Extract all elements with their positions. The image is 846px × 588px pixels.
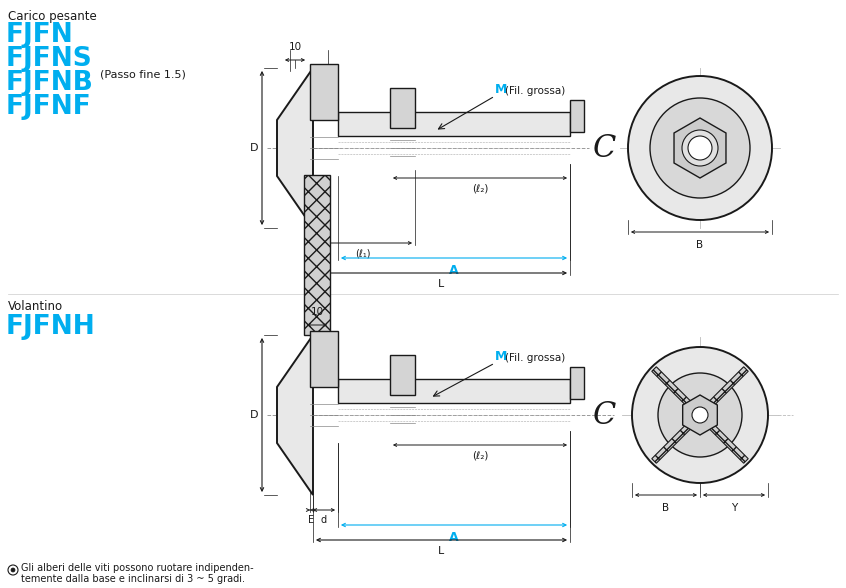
Text: C: C bbox=[593, 399, 617, 430]
Circle shape bbox=[692, 407, 708, 423]
Text: D: D bbox=[250, 143, 258, 153]
Polygon shape bbox=[698, 413, 748, 463]
Polygon shape bbox=[651, 413, 702, 463]
Text: L: L bbox=[438, 279, 445, 289]
Text: 10: 10 bbox=[288, 42, 301, 52]
Text: 10: 10 bbox=[310, 307, 323, 317]
Text: D: D bbox=[250, 410, 258, 420]
Text: (Passo fine 1.5): (Passo fine 1.5) bbox=[100, 69, 186, 79]
Text: FJFNH: FJFNH bbox=[6, 314, 96, 340]
Polygon shape bbox=[277, 68, 313, 228]
Text: (ℓ₁): (ℓ₁) bbox=[354, 248, 371, 258]
Text: FJFN: FJFN bbox=[6, 22, 74, 48]
Polygon shape bbox=[698, 367, 748, 417]
Polygon shape bbox=[674, 118, 726, 178]
Circle shape bbox=[632, 347, 768, 483]
Bar bbox=[570, 367, 584, 399]
Text: Gli alberi delle viti possono ruotare indipenden-: Gli alberi delle viti possono ruotare in… bbox=[21, 563, 254, 573]
Text: A: A bbox=[449, 264, 459, 277]
Text: A: A bbox=[449, 531, 459, 544]
Text: (Fil. grossa): (Fil. grossa) bbox=[505, 86, 565, 96]
Text: B: B bbox=[696, 240, 704, 250]
Text: L: L bbox=[438, 546, 445, 556]
Text: FJFNB: FJFNB bbox=[6, 70, 94, 96]
Text: d: d bbox=[321, 515, 327, 525]
Bar bbox=[304, 175, 330, 335]
Polygon shape bbox=[277, 335, 313, 495]
Text: E: E bbox=[309, 248, 315, 258]
Polygon shape bbox=[651, 367, 702, 417]
Text: C: C bbox=[593, 132, 617, 163]
Text: (ℓ₂): (ℓ₂) bbox=[472, 450, 488, 460]
Bar bbox=[338, 379, 570, 403]
Text: Carico pesante: Carico pesante bbox=[8, 10, 96, 23]
Circle shape bbox=[650, 98, 750, 198]
Text: M: M bbox=[495, 83, 508, 96]
Text: Y: Y bbox=[731, 503, 737, 513]
Text: FJFNS: FJFNS bbox=[6, 46, 93, 72]
Bar bbox=[390, 355, 415, 395]
Text: M: M bbox=[495, 350, 508, 363]
Circle shape bbox=[688, 136, 712, 160]
Bar bbox=[390, 88, 415, 128]
Bar bbox=[338, 112, 570, 136]
Circle shape bbox=[8, 565, 18, 575]
Text: (Fil. grossa): (Fil. grossa) bbox=[505, 353, 565, 363]
Circle shape bbox=[658, 373, 742, 457]
Polygon shape bbox=[683, 395, 717, 435]
Circle shape bbox=[628, 76, 772, 220]
Bar bbox=[310, 64, 338, 120]
Text: E: E bbox=[309, 515, 315, 525]
Text: temente dalla base e inclinarsi di 3 ~ 5 gradi.: temente dalla base e inclinarsi di 3 ~ 5… bbox=[21, 574, 245, 584]
Text: FJFNF: FJFNF bbox=[6, 94, 91, 120]
Text: (ℓ₂): (ℓ₂) bbox=[472, 183, 488, 193]
Bar bbox=[310, 331, 338, 387]
Text: B: B bbox=[662, 503, 669, 513]
Circle shape bbox=[682, 130, 718, 166]
Text: Volantino: Volantino bbox=[8, 300, 63, 313]
Circle shape bbox=[11, 568, 15, 572]
Bar bbox=[570, 100, 584, 132]
